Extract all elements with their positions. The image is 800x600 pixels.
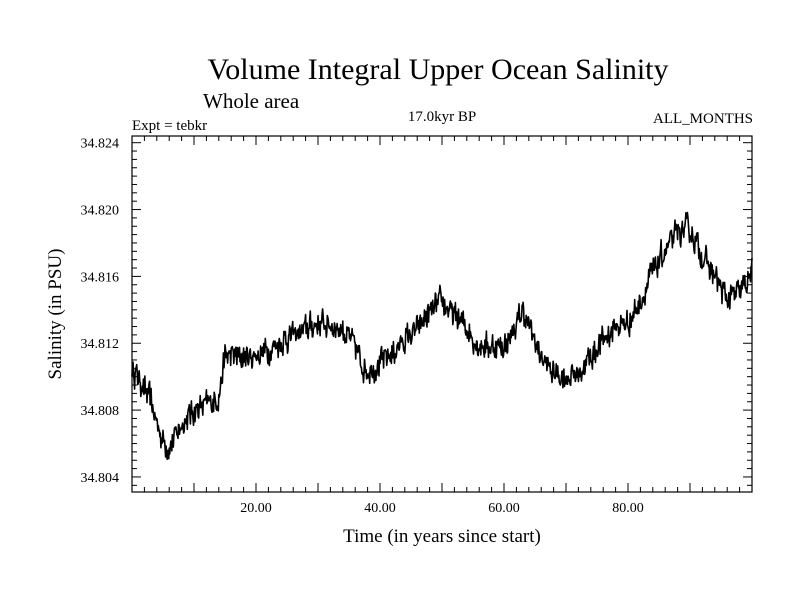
axis-ticks — [132, 136, 752, 492]
chart-subtitle: Whole area — [203, 89, 300, 113]
y-tick-label: 34.808 — [81, 404, 120, 419]
y-tick-labels: 34.804 34.808 34.812 34.816 34.820 34.824 — [81, 137, 120, 486]
x-tick-label: 80.00 — [612, 501, 644, 516]
y-tick-label: 34.812 — [81, 337, 120, 352]
months-label: ALL_MONTHS — [653, 111, 753, 127]
chart-title: Volume Integral Upper Ocean Salinity — [208, 53, 669, 86]
x-tick-label: 60.00 — [488, 501, 520, 516]
y-tick-label: 34.804 — [81, 471, 120, 486]
y-axis-label: Salinity (in PSU) — [45, 249, 66, 380]
x-tick-labels: 20.00 40.00 60.00 80.00 — [240, 501, 644, 516]
x-tick-label: 40.00 — [364, 501, 396, 516]
x-axis-label: Time (in years since start) — [343, 526, 541, 547]
y-tick-label: 34.824 — [81, 137, 120, 152]
y-tick-label: 34.816 — [81, 270, 120, 285]
x-tick-label: 20.00 — [240, 501, 272, 516]
y-tick-label: 34.820 — [81, 204, 120, 219]
plot-frame — [131, 135, 753, 493]
experiment-label: Expt = tebkr — [132, 118, 207, 134]
salinity-series-line — [131, 211, 753, 461]
period-label: 17.0kyr BP — [408, 109, 476, 125]
